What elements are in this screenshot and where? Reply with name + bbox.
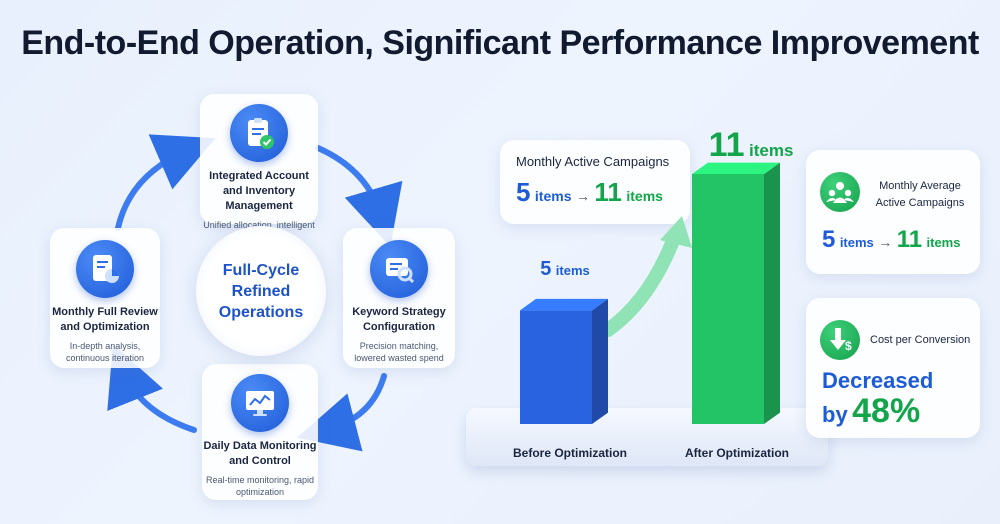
monitor-chart-icon xyxy=(231,374,289,432)
arrow-text: → xyxy=(575,188,590,204)
bar-chart xyxy=(520,162,780,425)
before-num: 5 xyxy=(822,226,836,253)
cost-label: Cost per Conversion xyxy=(870,334,971,346)
category-label-after: After Optimization xyxy=(685,446,789,460)
arrow-left-top xyxy=(115,134,216,231)
cost-per-conversion-card: $ Cost per Conversion Decreased by 48% xyxy=(806,298,980,438)
before-unit: items xyxy=(839,235,874,250)
arrow-right-top xyxy=(315,145,403,247)
page-title: End-to-End Operation, Significant Perfor… xyxy=(21,24,979,62)
step-desc: In-depth analysis, continuous iteration xyxy=(65,341,145,363)
step-desc: Precision matching, lowered wasted spend xyxy=(354,341,444,363)
after-unit: items xyxy=(926,235,961,250)
data-label-after: 11 items xyxy=(696,126,806,165)
cycle-arrows xyxy=(107,134,403,452)
after-num: 11 xyxy=(594,177,622,207)
after-unit: items xyxy=(626,188,663,204)
step-title: Integrated Account and Inventory Managem… xyxy=(209,170,309,212)
arrow-right-bottom xyxy=(296,373,387,452)
data-label-num: 11 xyxy=(708,126,745,164)
keyword-search-icon xyxy=(370,240,428,298)
arrow-left-bottom xyxy=(107,344,197,433)
step-card-daily-monitoring: Daily Data Monitoring and Control Real-t… xyxy=(202,364,318,500)
dollar-down-icon: $ xyxy=(820,320,860,360)
before-num: 5 xyxy=(516,177,531,207)
by-text: by xyxy=(822,402,848,427)
step-title: Monthly Full Review and Optimization xyxy=(52,306,158,333)
step-desc: Real-time monitoring, rapid optimization xyxy=(205,475,315,497)
step-card-keyword-strategy: Keyword Strategy Configuration Precision… xyxy=(343,228,455,368)
step-title: Keyword Strategy Configuration xyxy=(352,306,446,333)
step-title: Daily Data Monitoring and Control xyxy=(203,440,317,467)
avg-campaigns-label: Monthly Average Active Campaigns xyxy=(875,180,965,209)
cycle-center-label: Full-Cycle Refined Operations xyxy=(218,261,304,321)
data-label-unit: items xyxy=(748,141,794,160)
data-label-unit: items xyxy=(555,263,590,278)
trend-arrow xyxy=(601,231,681,337)
bar-after xyxy=(692,162,780,425)
step-card-monthly-review: Monthly Full Review and Optimization In-… xyxy=(50,228,160,368)
active-campaigns-label: Monthly Active Campaigns xyxy=(516,154,670,169)
people-group-icon xyxy=(820,172,860,212)
data-label-num: 5 xyxy=(540,258,552,280)
arrow-text: → xyxy=(878,234,893,250)
svg-text:$: $ xyxy=(845,339,852,353)
report-pie-icon xyxy=(76,240,134,298)
bar-before xyxy=(520,298,608,424)
category-label-before: Before Optimization xyxy=(512,446,627,460)
decreased-text: Decreased xyxy=(822,368,934,393)
active-campaigns-box: Monthly Active Campaigns 5 items → 11 it… xyxy=(500,140,690,224)
percent-text: 48% xyxy=(852,392,921,430)
avg-active-campaigns-card: Monthly Average Active Campaigns 5 items… xyxy=(806,150,980,274)
clipboard-check-icon xyxy=(230,104,288,162)
cycle-center: Full-Cycle Refined Operations xyxy=(196,226,326,356)
after-num: 11 xyxy=(896,226,923,253)
before-unit: items xyxy=(534,188,572,204)
trend-arrow-head xyxy=(660,216,692,248)
step-card-account-inventory: Integrated Account and Inventory Managem… xyxy=(200,94,318,242)
data-label-before: 5 items xyxy=(530,258,600,281)
